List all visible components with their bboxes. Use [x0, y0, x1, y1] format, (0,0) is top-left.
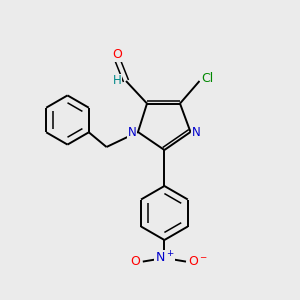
Text: Cl: Cl	[201, 71, 213, 85]
Text: N$^+$: N$^+$	[154, 250, 174, 266]
Text: N: N	[192, 125, 201, 139]
Text: O$^-$: O$^-$	[188, 255, 208, 268]
Text: N: N	[128, 125, 136, 139]
Text: H: H	[113, 74, 122, 88]
Text: O: O	[130, 255, 140, 268]
Text: O: O	[112, 48, 122, 62]
